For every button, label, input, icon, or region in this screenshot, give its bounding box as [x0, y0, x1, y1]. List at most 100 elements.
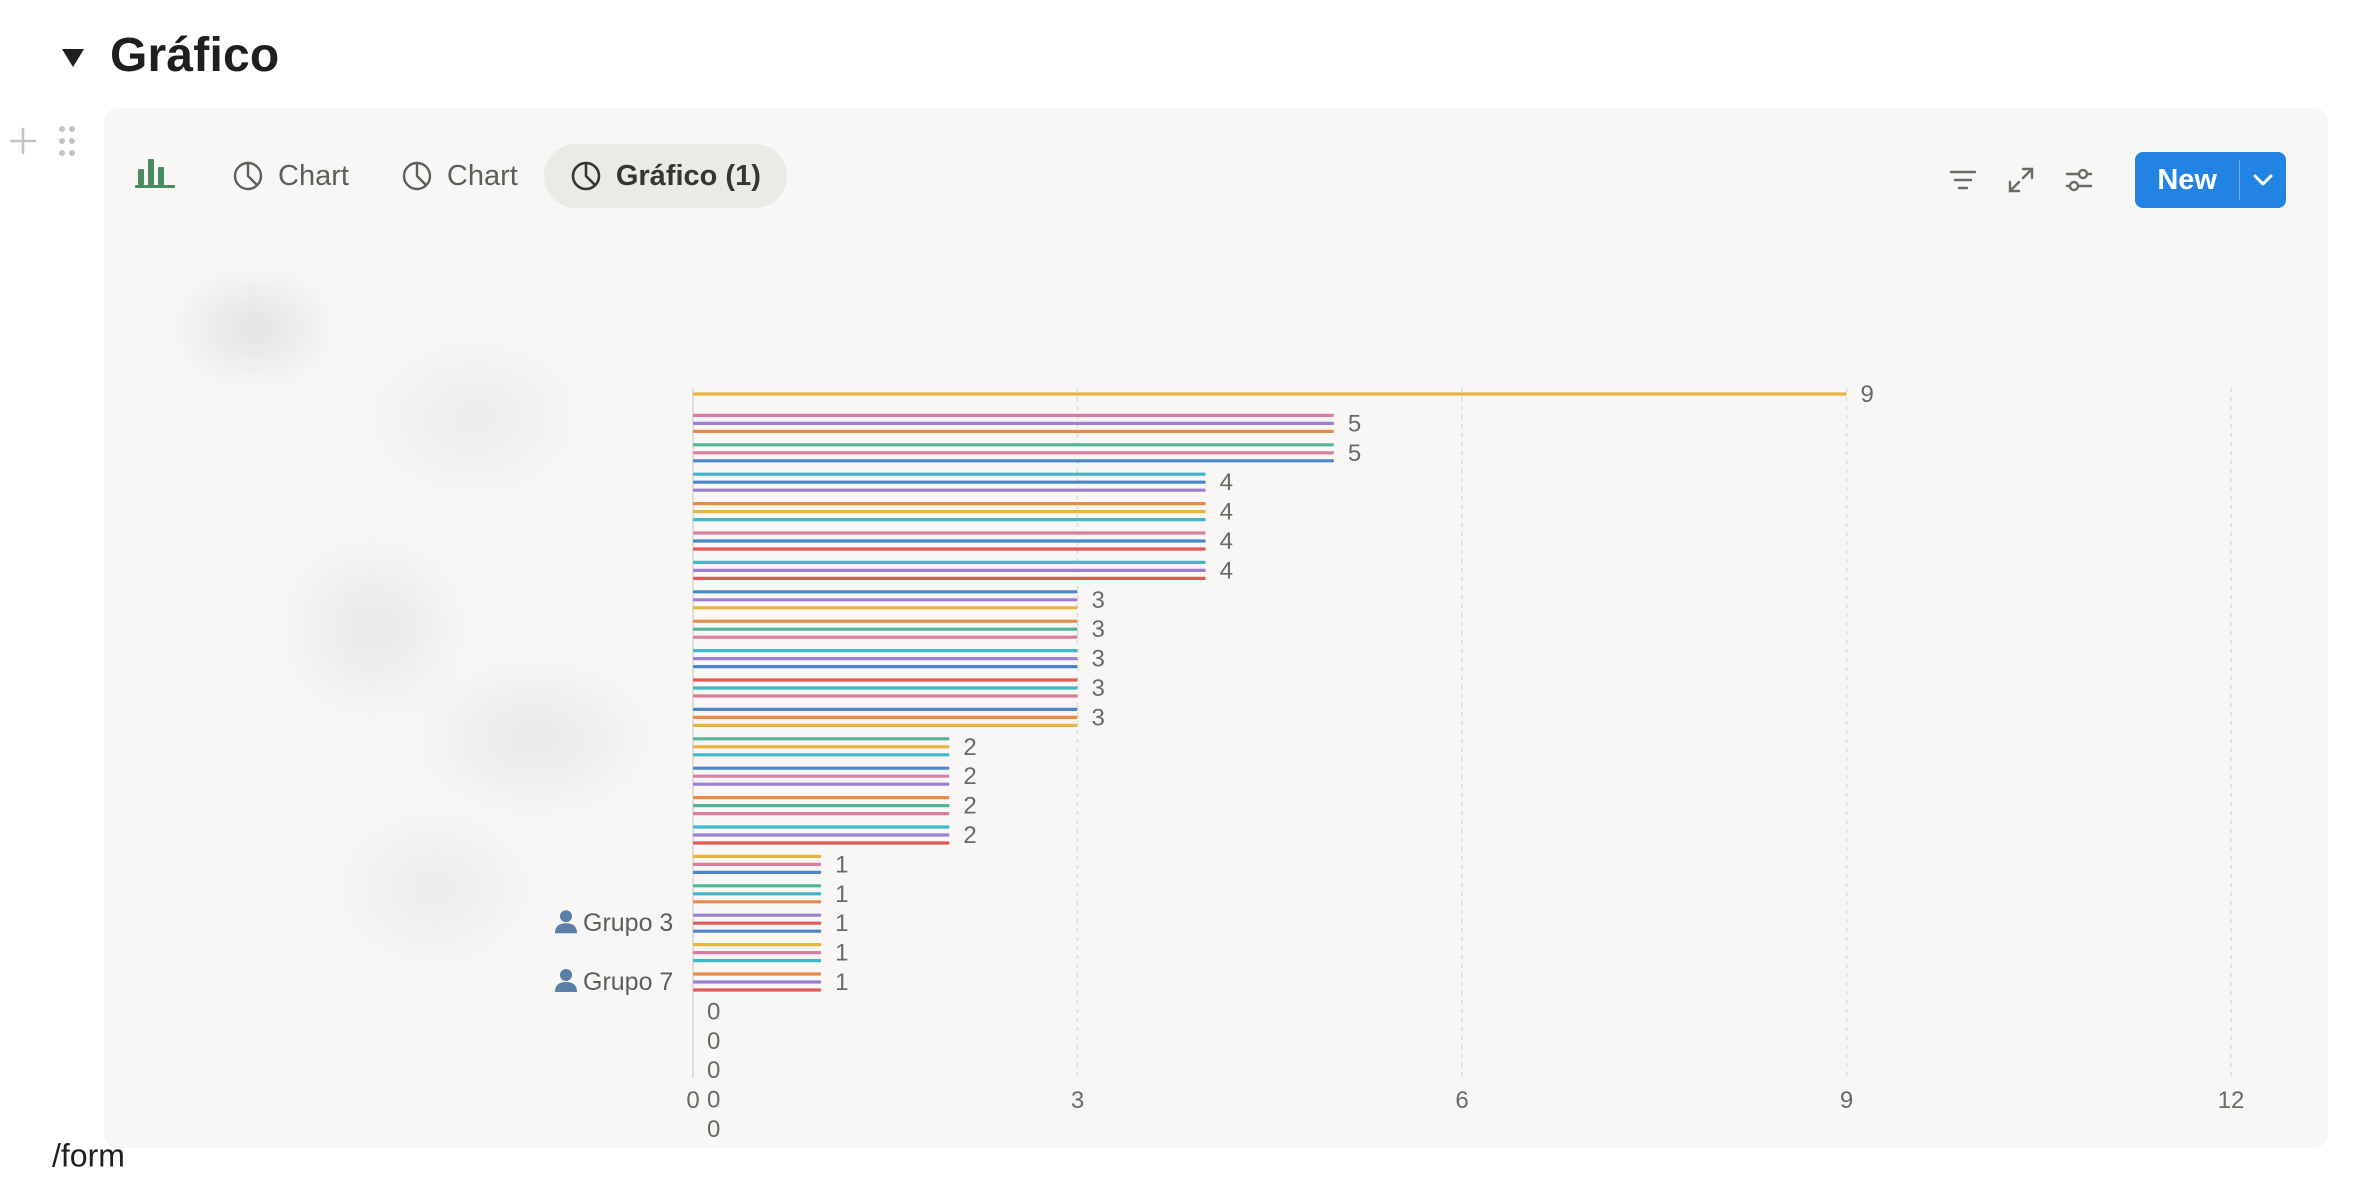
pie-chart-icon — [402, 161, 432, 191]
person-icon — [555, 910, 577, 934]
bar-segment[interactable] — [693, 568, 1206, 572]
bar-segment[interactable] — [693, 707, 1078, 711]
bar-segment[interactable] — [693, 413, 1334, 417]
bar-segment[interactable] — [693, 988, 822, 992]
data-label: 2 — [963, 763, 976, 790]
bar-segment[interactable] — [693, 429, 1334, 433]
bar-segment[interactable] — [693, 539, 1206, 543]
bar-segment[interactable] — [693, 531, 1206, 535]
bar-segment[interactable] — [693, 884, 822, 888]
bar-segment[interactable] — [693, 959, 822, 963]
tab-chart-2[interactable]: Chart — [375, 144, 544, 208]
bar-segment[interactable] — [693, 694, 1078, 698]
new-button[interactable]: New — [2157, 163, 2217, 196]
bar-segment[interactable] — [693, 510, 1206, 514]
bar-segment[interactable] — [693, 841, 950, 845]
bar-segment[interactable] — [693, 421, 1334, 425]
data-label: 2 — [963, 822, 976, 849]
bar-segment[interactable] — [693, 657, 1078, 661]
bar-segment[interactable] — [693, 606, 1078, 610]
bar-segment[interactable] — [693, 502, 1206, 506]
drag-handle-icon[interactable] — [56, 124, 78, 158]
bar-segment[interactable] — [693, 745, 950, 749]
bar-segment[interactable] — [693, 951, 822, 955]
bar-segment[interactable] — [693, 913, 822, 917]
collapse-toggle-icon[interactable] — [62, 48, 84, 67]
chevron-down-icon[interactable] — [2240, 152, 2286, 208]
bar-segment[interactable] — [693, 921, 822, 925]
bar-segment[interactable] — [693, 870, 822, 874]
tab-label: Gráfico (1) — [615, 159, 761, 192]
bar-segment[interactable] — [693, 737, 950, 741]
bar-segment[interactable] — [693, 804, 950, 808]
bar-segment[interactable] — [693, 678, 1078, 682]
bar-segment[interactable] — [693, 518, 1206, 522]
bar-segment[interactable] — [693, 862, 822, 866]
tab-grafico-1[interactable]: Gráfico (1) — [543, 144, 787, 208]
data-label: 3 — [1092, 675, 1105, 702]
bar-segment[interactable] — [693, 665, 1078, 669]
block-gutter — [8, 124, 78, 158]
bar-segment[interactable] — [693, 451, 1334, 455]
add-block-icon[interactable] — [8, 126, 38, 156]
bar-segment[interactable] — [693, 547, 1206, 551]
bar-segment[interactable] — [693, 576, 1206, 580]
bar-segment[interactable] — [693, 392, 1847, 396]
bar-segment[interactable] — [693, 774, 950, 778]
bar-segment[interactable] — [693, 943, 822, 947]
bar-segment[interactable] — [693, 833, 950, 837]
expand-icon[interactable] — [2005, 164, 2037, 196]
bar-segment[interactable] — [693, 649, 1078, 653]
bar-segment[interactable] — [693, 892, 822, 896]
data-label: 2 — [963, 734, 976, 761]
tab-chart-1[interactable]: Chart — [206, 144, 375, 208]
x-tick-label: 6 — [1455, 1087, 1468, 1114]
bar-segment[interactable] — [693, 635, 1078, 639]
data-label: 3 — [1092, 587, 1105, 614]
person-icon — [555, 969, 577, 992]
data-label: 1 — [835, 910, 848, 937]
data-label: 5 — [1348, 410, 1361, 437]
data-label: 3 — [1092, 646, 1105, 673]
bar-segment[interactable] — [693, 488, 1206, 492]
bar-segment[interactable] — [693, 480, 1206, 484]
bar-segment[interactable] — [693, 560, 1206, 564]
bar-segment[interactable] — [693, 900, 822, 904]
data-label: 4 — [1220, 557, 1233, 584]
bar-segment[interactable] — [693, 980, 822, 984]
bar-segment[interactable] — [693, 686, 1078, 690]
data-label: 3 — [1092, 704, 1105, 731]
bar-segment[interactable] — [693, 825, 950, 829]
bar-segment[interactable] — [693, 715, 1078, 719]
bar-segment[interactable] — [693, 929, 822, 933]
bar-segment[interactable] — [693, 766, 950, 770]
bar-segment[interactable] — [693, 443, 1334, 447]
settings-sliders-icon[interactable] — [2063, 164, 2095, 196]
new-button-divider — [2239, 160, 2240, 200]
data-label: 0 — [707, 1028, 720, 1055]
bar-segment[interactable] — [693, 472, 1206, 476]
bar-segment[interactable] — [693, 812, 950, 816]
data-label: 0 — [707, 1057, 720, 1084]
bar-segment[interactable] — [693, 796, 950, 800]
bar-segment[interactable] — [693, 459, 1334, 463]
data-label: 1 — [835, 969, 848, 996]
bar-segment[interactable] — [693, 782, 950, 786]
bar-segment[interactable] — [693, 972, 822, 976]
bar-segment[interactable] — [693, 627, 1078, 631]
category-label: Grupo 7 — [555, 968, 673, 996]
x-tick-label: 3 — [1071, 1087, 1084, 1114]
section-header: Gráfico — [58, 28, 279, 83]
bar-segment[interactable] — [693, 598, 1078, 602]
slash-command-text[interactable]: /form — [52, 1137, 125, 1174]
bar-segment[interactable] — [693, 590, 1078, 594]
bar-segment[interactable] — [693, 753, 950, 757]
bar-segment[interactable] — [693, 619, 1078, 623]
data-label: 0 — [707, 1087, 720, 1114]
bar-segment[interactable] — [693, 854, 822, 858]
bar-segment[interactable] — [693, 723, 1078, 727]
filter-icon[interactable] — [1947, 164, 1979, 196]
tab-label: Chart — [278, 159, 349, 192]
